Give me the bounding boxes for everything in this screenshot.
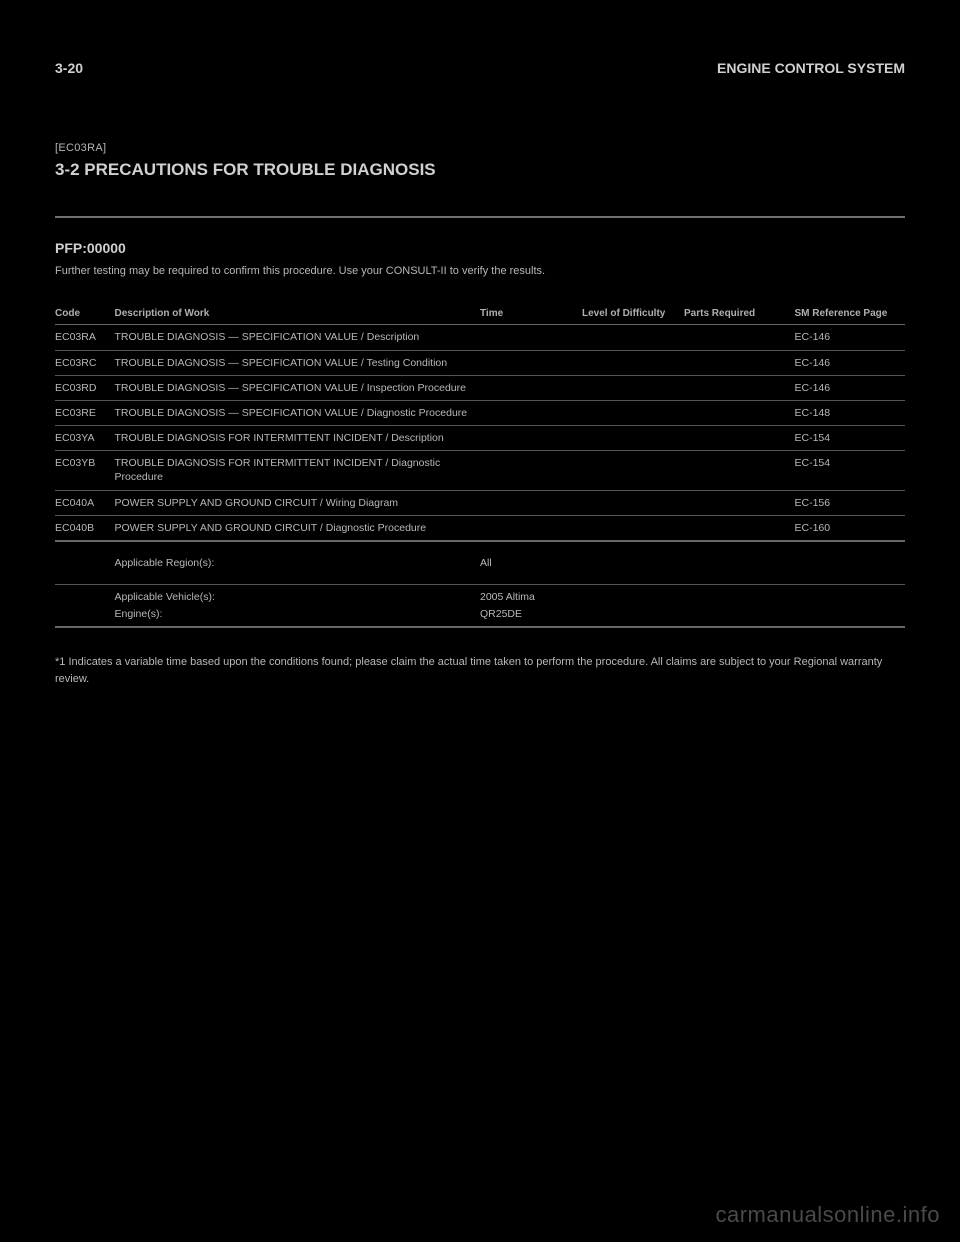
footnote: *1 Indicates a variable time based upon … [55, 654, 905, 687]
table-header-row: Code Description of Work Time Level of D… [55, 303, 905, 325]
table-vehicle-row: Applicable Vehicle(s):2005 Altima [55, 585, 905, 605]
cell-diff [582, 451, 684, 490]
col-header-diff: Level of Difficulty [582, 303, 684, 325]
col-header-time: Time [480, 303, 582, 325]
cell-desc: TROUBLE DIAGNOSIS FOR INTERMITTENT INCID… [115, 426, 481, 451]
cell-time [480, 400, 582, 425]
cell-engine-desc: Engine(s): [115, 604, 481, 627]
section-title: 3-2 PRECAUTIONS FOR TROUBLE DIAGNOSIS [55, 160, 905, 180]
cell-parts [684, 515, 795, 541]
table-row: EC03RETROUBLE DIAGNOSIS — SPECIFICATION … [55, 400, 905, 425]
cell-desc: TROUBLE DIAGNOSIS — SPECIFICATION VALUE … [115, 350, 481, 375]
cell-parts [684, 400, 795, 425]
cell-time [480, 490, 582, 515]
cell-region-desc: Applicable Region(s): [115, 541, 481, 585]
cell-empty [55, 604, 115, 627]
section-name: ENGINE CONTROL SYSTEM [717, 60, 905, 76]
cell-desc: TROUBLE DIAGNOSIS — SPECIFICATION VALUE … [115, 400, 481, 425]
cell-ref: EC-154 [795, 451, 906, 490]
cell-vehicle-value: 2005 Altima [480, 585, 905, 605]
cell-vehicle-desc: Applicable Vehicle(s): [115, 585, 481, 605]
cell-desc: POWER SUPPLY AND GROUND CIRCUIT / Diagno… [115, 515, 481, 541]
cell-desc: POWER SUPPLY AND GROUND CIRCUIT / Wiring… [115, 490, 481, 515]
cell-desc: TROUBLE DIAGNOSIS FOR INTERMITTENT INCID… [115, 451, 481, 490]
cell-code: EC040A [55, 490, 115, 515]
cell-time [480, 375, 582, 400]
page-header: 3-20 ENGINE CONTROL SYSTEM [55, 60, 905, 78]
cell-empty [55, 585, 115, 605]
cell-ref: EC-154 [795, 426, 906, 451]
cell-code: EC040B [55, 515, 115, 541]
cell-ref: EC-148 [795, 400, 906, 425]
cell-code: EC03RE [55, 400, 115, 425]
cell-diff [582, 350, 684, 375]
table-row: EC03YATROUBLE DIAGNOSIS FOR INTERMITTENT… [55, 426, 905, 451]
cell-parts [684, 426, 795, 451]
cell-ref: EC-146 [795, 350, 906, 375]
section-code: [EC03RA] [55, 142, 905, 154]
pfp-description: Further testing may be required to confi… [55, 264, 905, 279]
table-region-row: Applicable Region(s):All [55, 541, 905, 585]
col-header-desc: Description of Work [115, 303, 481, 325]
table-engine-row: Engine(s):QR25DE [55, 604, 905, 627]
cell-diff [582, 426, 684, 451]
cell-parts [684, 325, 795, 350]
pfp-code: PFP:00000 [55, 240, 905, 256]
cell-diff [582, 375, 684, 400]
cell-ref: EC-160 [795, 515, 906, 541]
table-row: EC03RDTROUBLE DIAGNOSIS — SPECIFICATION … [55, 375, 905, 400]
table-row: EC03RCTROUBLE DIAGNOSIS — SPECIFICATION … [55, 350, 905, 375]
cell-time [480, 325, 582, 350]
cell-time [480, 515, 582, 541]
cell-ref: EC-146 [795, 375, 906, 400]
table-row: EC040APOWER SUPPLY AND GROUND CIRCUIT / … [55, 490, 905, 515]
cell-diff [582, 325, 684, 350]
cell-desc: TROUBLE DIAGNOSIS — SPECIFICATION VALUE … [115, 325, 481, 350]
cell-engine-value: QR25DE [480, 604, 905, 627]
col-header-code: Code [55, 303, 115, 325]
cell-empty [55, 541, 115, 585]
separator [55, 216, 905, 218]
cell-time [480, 451, 582, 490]
cell-diff [582, 515, 684, 541]
cell-diff [582, 490, 684, 515]
cell-code: EC03YB [55, 451, 115, 490]
cell-region-value: All [480, 541, 905, 585]
cell-ref: EC-156 [795, 490, 906, 515]
page-number: 3-20 [55, 60, 83, 76]
cell-diff [582, 400, 684, 425]
watermark: carmanualsonline.info [715, 1202, 940, 1228]
table-row: EC03RATROUBLE DIAGNOSIS — SPECIFICATION … [55, 325, 905, 350]
diagnosis-table: Code Description of Work Time Level of D… [55, 303, 905, 628]
cell-parts [684, 350, 795, 375]
table-row: EC040BPOWER SUPPLY AND GROUND CIRCUIT / … [55, 515, 905, 541]
table-row: EC03YBTROUBLE DIAGNOSIS FOR INTERMITTENT… [55, 451, 905, 490]
cell-parts [684, 490, 795, 515]
cell-parts [684, 375, 795, 400]
cell-ref: EC-146 [795, 325, 906, 350]
cell-code: EC03RD [55, 375, 115, 400]
cell-parts [684, 451, 795, 490]
cell-code: EC03YA [55, 426, 115, 451]
cell-code: EC03RA [55, 325, 115, 350]
cell-time [480, 426, 582, 451]
cell-time [480, 350, 582, 375]
cell-code: EC03RC [55, 350, 115, 375]
col-header-ref: SM Reference Page [795, 303, 906, 325]
cell-desc: TROUBLE DIAGNOSIS — SPECIFICATION VALUE … [115, 375, 481, 400]
col-header-parts: Parts Required [684, 303, 795, 325]
